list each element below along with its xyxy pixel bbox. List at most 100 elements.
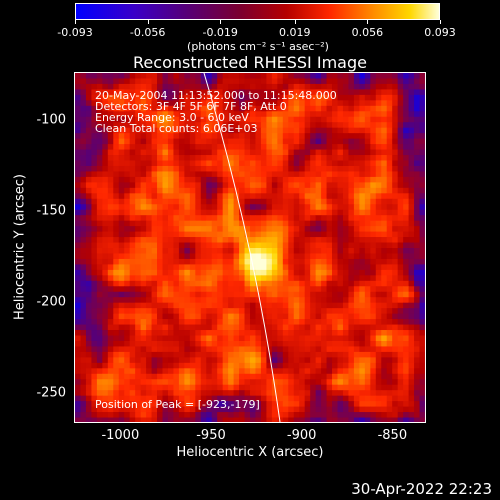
heatmap-cell — [271, 89, 278, 96]
heatmap-cell — [364, 357, 371, 364]
heatmap-cell — [353, 94, 360, 101]
heatmap-cell — [102, 313, 109, 320]
heatmap-cell — [124, 209, 131, 216]
heatmap-cell — [255, 237, 262, 243]
heatmap-cell — [200, 237, 207, 243]
heatmap-cell — [80, 351, 87, 358]
heatmap-cell — [392, 302, 399, 309]
heatmap-cell — [353, 335, 360, 342]
heatmap-cell — [96, 149, 103, 156]
heatmap-cell — [408, 291, 415, 298]
heatmap-cell — [419, 335, 425, 342]
heatmap-cell — [75, 248, 81, 254]
heatmap-cell — [392, 73, 399, 79]
heatmap-cell — [260, 412, 267, 418]
heatmap-cell — [146, 297, 152, 304]
heatmap-cell — [266, 340, 273, 347]
heatmap-cell — [107, 297, 114, 304]
heatmap-cell — [222, 116, 229, 123]
heatmap-cell — [85, 100, 92, 107]
heatmap-cell — [359, 351, 366, 358]
heatmap-cell — [271, 111, 278, 118]
heatmap-cell — [337, 242, 344, 249]
heatmap-cell — [414, 384, 420, 391]
heatmap-cell — [293, 379, 300, 386]
heatmap-cell — [332, 253, 338, 260]
heatmap-cell — [102, 368, 109, 375]
heatmap-cell — [211, 417, 218, 422]
heatmap-cell — [255, 122, 262, 129]
heatmap-cell — [157, 319, 163, 325]
heatmap-cell — [288, 73, 295, 79]
heatmap-cell — [239, 384, 245, 391]
heatmap-cell — [419, 280, 425, 287]
heatmap-cell — [162, 73, 169, 79]
heatmap-cell — [266, 412, 273, 418]
heatmap-cell — [277, 100, 284, 107]
heatmap-cell — [386, 308, 393, 315]
heatmap-cell — [337, 417, 344, 422]
heatmap-cell — [189, 346, 196, 353]
heatmap-cell — [157, 94, 163, 101]
heatmap-cell — [124, 417, 131, 422]
heatmap-cell — [91, 351, 98, 358]
heatmap-cell — [310, 412, 317, 418]
heatmap-cell — [217, 138, 224, 145]
heatmap-cell — [414, 100, 420, 107]
heatmap-cell — [91, 138, 98, 145]
heatmap-cell — [386, 100, 393, 107]
heatmap-cell — [162, 258, 169, 265]
heatmap-cell — [113, 362, 120, 369]
heatmap-cell — [288, 346, 295, 353]
heatmap-cell — [135, 83, 142, 90]
heatmap-cell — [113, 351, 120, 358]
heatmap-cell — [321, 242, 327, 249]
heatmap-cell — [75, 100, 81, 107]
heatmap-cell — [310, 100, 317, 107]
heatmap-cell — [228, 401, 234, 407]
heatmap-cell — [419, 412, 425, 418]
heatmap-cell — [310, 242, 317, 249]
heatmap-cell — [342, 171, 349, 178]
heatmap-cell — [364, 165, 371, 172]
heatmap-cell — [419, 165, 425, 172]
heatmap-cell — [151, 395, 158, 402]
heatmap-cell — [310, 226, 317, 232]
heatmap-cell — [85, 253, 92, 260]
heatmap-cell — [321, 351, 327, 358]
heatmap-cell — [392, 412, 399, 418]
heatmap-cell — [96, 319, 103, 325]
heatmap-cell — [124, 242, 131, 249]
heatmap-cell — [315, 313, 322, 320]
heatmap-cell — [266, 215, 273, 222]
heatmap-cell — [342, 220, 349, 227]
heatmap-cell — [392, 368, 399, 375]
heatmap-cell — [271, 379, 278, 386]
heatmap-cell — [408, 379, 415, 386]
heatmap-cell — [386, 83, 393, 90]
heatmap-cell — [124, 264, 131, 271]
heatmap-cell — [151, 105, 158, 112]
heatmap-cell — [375, 220, 382, 227]
heatmap-cell — [288, 220, 295, 227]
heatmap-cell — [244, 176, 251, 183]
heatmap-cell — [342, 357, 349, 364]
heatmap-cell — [277, 165, 284, 172]
heatmap-cell — [228, 78, 234, 85]
heatmap-cell — [211, 286, 218, 293]
heatmap-cell — [178, 105, 185, 112]
heatmap-cell — [80, 395, 87, 402]
heatmap-cell — [403, 373, 409, 380]
heatmap-cell — [310, 275, 317, 282]
heatmap-cell — [189, 122, 196, 129]
heatmap-cell — [266, 78, 273, 85]
heatmap-cell — [255, 302, 262, 309]
heatmap-cell — [113, 313, 120, 320]
heatmap-cell — [282, 368, 289, 375]
heatmap-cell — [178, 417, 185, 422]
heatmap-cell — [381, 111, 388, 118]
heatmap-cell — [364, 395, 371, 402]
heatmap-cell — [304, 171, 311, 178]
heatmap-cell — [129, 362, 136, 369]
heatmap-cell — [146, 111, 152, 118]
